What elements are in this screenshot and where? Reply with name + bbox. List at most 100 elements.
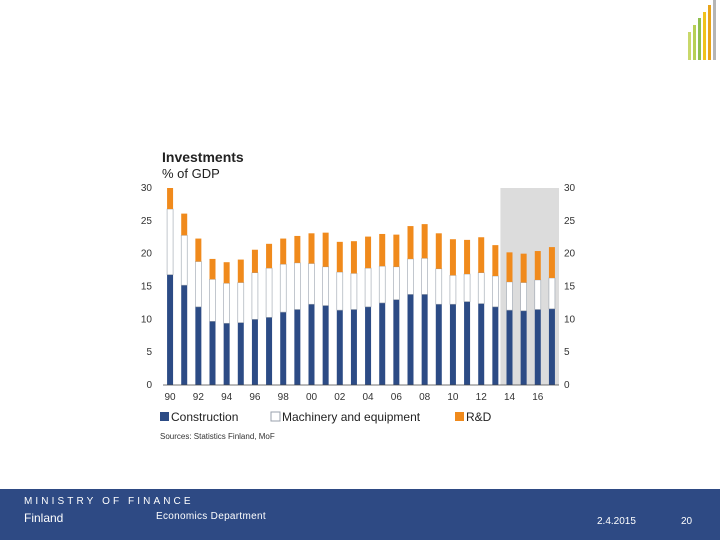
x-tick-label: 16: [532, 392, 544, 403]
bar-rnd: [478, 237, 485, 273]
y-tick-label-right: 0: [564, 380, 570, 391]
bar-rnd: [407, 226, 414, 259]
y-tick-label-right: 15: [564, 282, 576, 293]
bar-construction: [534, 309, 541, 385]
bar-construction: [308, 304, 315, 385]
y-tick-label-right: 5: [564, 347, 570, 358]
logo-bar: [708, 5, 711, 60]
bar-rnd: [365, 236, 372, 269]
bar-construction: [266, 317, 273, 385]
bar-machinery: [265, 267, 273, 318]
bar-construction: [506, 310, 513, 385]
y-tick-label-right: 20: [564, 249, 576, 260]
bar-rnd: [266, 243, 273, 269]
bar-rnd: [464, 239, 471, 275]
bar-construction: [393, 299, 400, 385]
bar-rnd: [280, 238, 287, 265]
bar-machinery: [364, 267, 372, 308]
legend-label-machinery: Machinery and equipment: [282, 410, 421, 424]
bar-rnd: [294, 235, 301, 263]
bar-machinery: [223, 282, 230, 324]
bar-machinery: [209, 278, 216, 322]
bar-machinery: [463, 273, 471, 302]
bar-rnd: [336, 241, 343, 273]
bar-construction: [181, 285, 188, 385]
bar-construction: [464, 301, 471, 385]
logo-bar: [713, 0, 716, 60]
investments-chart: Investments % of GDP 0 5 10 15 20 25 30 0 5 10 15…: [141, 149, 576, 441]
chart-subtitle: % of GDP: [162, 166, 220, 181]
bar-construction: [336, 310, 343, 385]
bar-construction: [294, 309, 301, 385]
x-tick-label: 10: [447, 392, 459, 403]
x-tick-label: 00: [306, 392, 318, 403]
logo-bar: [698, 18, 701, 60]
bar-construction: [365, 306, 372, 385]
bar-rnd: [181, 213, 188, 236]
bar-machinery: [322, 266, 329, 306]
bar-rnd: [251, 249, 258, 273]
legend-swatch-rnd: [455, 412, 464, 421]
legend: Construction Machinery and equipment R&D: [160, 410, 492, 424]
ministry-logo-text: MINISTRY OF FINANCE: [24, 496, 194, 507]
bar-rnd: [379, 233, 386, 267]
bar-rnd: [548, 247, 555, 278]
bar-rnd: [421, 224, 428, 259]
bar-rnd: [209, 258, 216, 280]
department-label: Economics Department: [156, 511, 266, 522]
bar-construction: [449, 304, 456, 385]
bar-rnd: [435, 233, 442, 269]
x-tick-labels: 90 92 94 96 98 00 02 04 06 08 10 12 14 16: [165, 392, 544, 403]
legend-label-construction: Construction: [171, 410, 238, 424]
bar-construction: [435, 304, 442, 385]
bar-rnd: [195, 238, 202, 262]
bar-construction: [492, 306, 499, 385]
legend-swatch-machinery: [270, 411, 281, 422]
y-tick-label-left: 20: [141, 249, 153, 260]
bar-construction: [209, 321, 216, 385]
bar-machinery: [534, 279, 542, 310]
x-tick-label: 90: [165, 392, 177, 403]
chart-source: Sources: Statistics Finland, MoF: [160, 432, 275, 441]
bar-machinery: [449, 275, 457, 305]
bar-machinery: [350, 273, 358, 310]
bar-rnd: [350, 241, 357, 274]
bar-construction: [379, 302, 386, 385]
y-tick-label-left: 25: [141, 216, 153, 227]
x-tick-label: 96: [249, 392, 261, 403]
y-tick-label-right: 30: [564, 183, 576, 194]
y-tick-label-right: 10: [564, 314, 576, 325]
bar-machinery: [308, 263, 315, 305]
bar-construction: [322, 305, 329, 385]
x-tick-label: 94: [221, 392, 233, 403]
bar-machinery: [421, 257, 428, 295]
bar-rnd: [237, 259, 244, 283]
bar-machinery: [378, 265, 386, 304]
bar-machinery: [435, 268, 443, 305]
slide-date: 2.4.2015: [597, 516, 636, 527]
bar-machinery: [407, 258, 414, 295]
country-label: Finland: [24, 511, 64, 525]
x-tick-label: 14: [504, 392, 516, 403]
bar-construction: [167, 274, 174, 385]
x-tick-label: 04: [363, 392, 375, 403]
x-tick-label: 08: [419, 392, 431, 403]
legend-swatch-construction: [160, 412, 169, 421]
bar-rnd: [449, 239, 456, 276]
left-axis-labels: 0 5 10 15 20 25 30: [141, 183, 153, 391]
logo-bar: [693, 25, 696, 60]
bar-construction: [407, 294, 414, 385]
bar-rnd: [506, 252, 513, 282]
bars: [166, 188, 556, 385]
bar-construction: [251, 319, 258, 385]
bar-construction: [195, 306, 202, 385]
bar-rnd: [534, 251, 541, 280]
bar-machinery: [180, 234, 188, 286]
bar-machinery: [251, 272, 259, 320]
y-tick-label-left: 30: [141, 183, 153, 194]
bar-rnd: [492, 245, 499, 276]
y-tick-label-left: 5: [146, 347, 152, 358]
bar-rnd: [393, 234, 400, 267]
bar-machinery: [279, 263, 287, 313]
bar-machinery: [294, 262, 301, 310]
